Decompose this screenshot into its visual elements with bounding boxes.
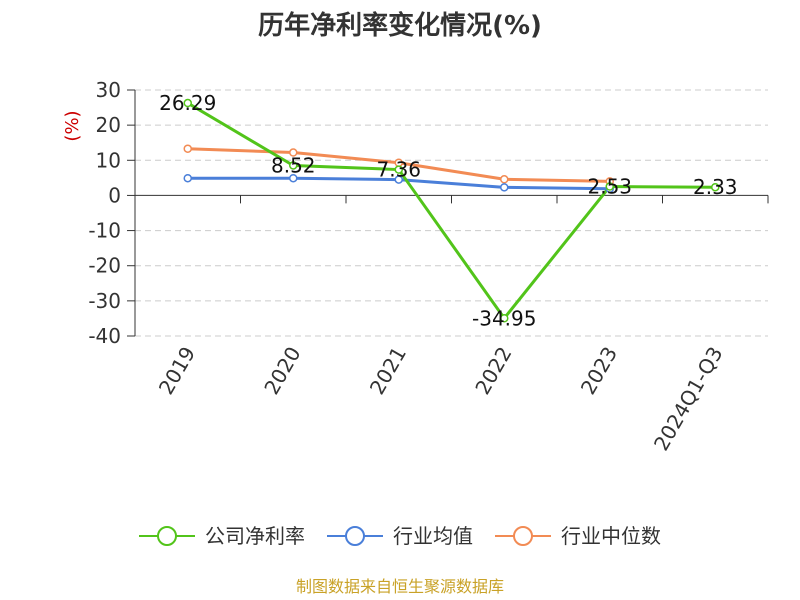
legend[interactable]: 公司净利率 行业均值 行业中位数: [139, 524, 661, 548]
y-tick-label: -30: [88, 289, 121, 313]
y-tick-label: -40: [88, 324, 121, 348]
y-tick-label: -20: [88, 254, 121, 278]
source-note: 制图数据来自恒生聚源数据库: [296, 577, 504, 596]
series-point-0[interactable]: [183, 98, 192, 108]
data-label: 2.53: [587, 175, 632, 199]
legend-marker: [345, 526, 365, 546]
legend-label: 公司净利率: [205, 524, 305, 548]
y-tick-label: 10: [96, 148, 121, 172]
series-point-0[interactable]: [605, 182, 614, 191]
legend-marker: [513, 526, 533, 546]
chart-title: 历年净利率变化情况(%): [258, 10, 542, 41]
series-markers: [183, 98, 720, 323]
series-point-0[interactable]: [394, 165, 403, 174]
series-lines: [186, 101, 716, 320]
data-labels: 26.29 8.52 7.36 -34.95 2.53 2.33: [159, 91, 737, 330]
series-line-0: [186, 101, 716, 320]
y-tick-label: -10: [88, 219, 121, 243]
axes: 30 20 10 0 -10 -20 -30 -40 2019 2020 2021 2022 2023 2…: [88, 78, 769, 455]
legend-marker: [157, 526, 177, 546]
x-tick-label: 2024Q1-Q3: [649, 343, 728, 455]
series-point-1[interactable]: [500, 183, 509, 192]
legend-label: 行业均值: [393, 524, 473, 548]
data-label: 8.52: [271, 153, 316, 177]
x-tick-label: 2020: [259, 343, 305, 399]
series-point-1[interactable]: [394, 175, 403, 184]
x-tick-label: 2021: [365, 343, 411, 399]
x-tick-label: 2022: [470, 343, 516, 399]
grid-lines: [135, 89, 768, 337]
x-tick-label: 2023: [576, 343, 622, 399]
legend-item-0[interactable]: 公司净利率: [139, 524, 305, 548]
y-tick-label: 0: [108, 183, 121, 207]
data-label: 2.33: [693, 175, 738, 199]
series-point-2[interactable]: [289, 148, 298, 157]
y-tick-label: 20: [96, 113, 121, 137]
series-point-0[interactable]: [711, 182, 720, 192]
series-point-1[interactable]: [289, 173, 298, 183]
series-point-1[interactable]: [183, 173, 192, 183]
series-point-2[interactable]: [500, 175, 509, 184]
legend-item-1[interactable]: 行业均值: [327, 524, 473, 548]
x-tick-label: 2019: [154, 343, 200, 399]
legend-item-2[interactable]: 行业中位数: [495, 524, 661, 548]
series-point-0[interactable]: [289, 161, 298, 170]
series-point-2[interactable]: [183, 144, 192, 153]
legend-label: 行业中位数: [561, 524, 661, 548]
data-label: 7.36: [376, 158, 421, 182]
y-tick-label: 30: [96, 78, 121, 102]
data-label: -34.95: [472, 306, 536, 330]
data-label: 26.29: [159, 91, 216, 115]
series-point-0[interactable]: [500, 314, 509, 323]
y-axis-label: (%): [62, 110, 83, 141]
